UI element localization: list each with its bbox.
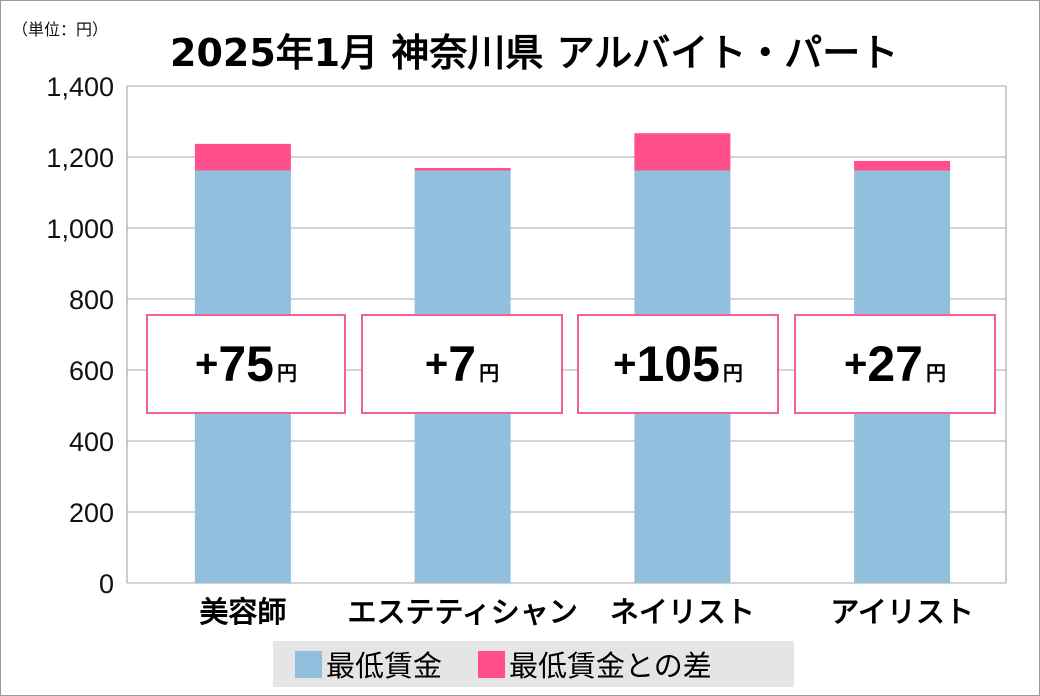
callout-unit: 円 <box>722 360 743 385</box>
callout-value: 7 <box>448 336 477 392</box>
unit-label: （単位：円） <box>12 20 109 39</box>
callout-plus: + <box>844 341 868 386</box>
legend-swatch-min-wage <box>295 650 322 678</box>
x-category-label: エステティシャン <box>347 595 577 629</box>
diff-callout: +27 円 <box>794 314 996 414</box>
bar-diff <box>634 133 731 171</box>
callout-unit: 円 <box>925 360 946 385</box>
callout-unit: 円 <box>276 360 297 385</box>
callout-unit: 円 <box>479 360 500 385</box>
x-category-label: アイリスト <box>830 595 974 629</box>
callout-value: 27 <box>867 336 923 392</box>
y-tick-label: 200 <box>69 498 114 528</box>
bar-diff <box>194 143 291 171</box>
legend: 最低賃金 最低賃金との差 <box>273 641 794 687</box>
y-tick-label: 1,000 <box>46 214 114 244</box>
diff-callout: +75 円 <box>146 314 346 414</box>
legend-label-diff: 最低賃金との差 <box>509 649 712 683</box>
chart-title: 2025年1月 神奈川県 アルバイト・パート <box>170 31 899 75</box>
diff-callout: +105 円 <box>577 314 779 414</box>
callout-plus: + <box>613 341 637 386</box>
legend-item-diff: 最低賃金との差 <box>478 643 712 685</box>
legend-item-min-wage: 最低賃金 <box>295 643 442 685</box>
x-category-label: ネイリスト <box>610 595 755 629</box>
y-tick-label: 400 <box>69 427 114 457</box>
callout-value: 105 <box>636 336 720 392</box>
legend-label-min-wage: 最低賃金 <box>326 649 443 683</box>
callout-value: 75 <box>218 336 274 392</box>
y-tick-label: 800 <box>69 285 114 315</box>
x-category-label: 美容師 <box>199 595 286 629</box>
callout-plus: + <box>424 341 449 386</box>
y-tick-label: 1,200 <box>46 143 114 173</box>
callout-plus: + <box>195 341 219 386</box>
bar-diff <box>414 168 511 171</box>
y-tick-label: 600 <box>69 356 114 386</box>
y-tick-label: 1,400 <box>46 72 114 102</box>
y-tick-label: 0 <box>99 569 114 599</box>
legend-swatch-diff <box>478 650 506 678</box>
bar-diff <box>854 160 951 171</box>
